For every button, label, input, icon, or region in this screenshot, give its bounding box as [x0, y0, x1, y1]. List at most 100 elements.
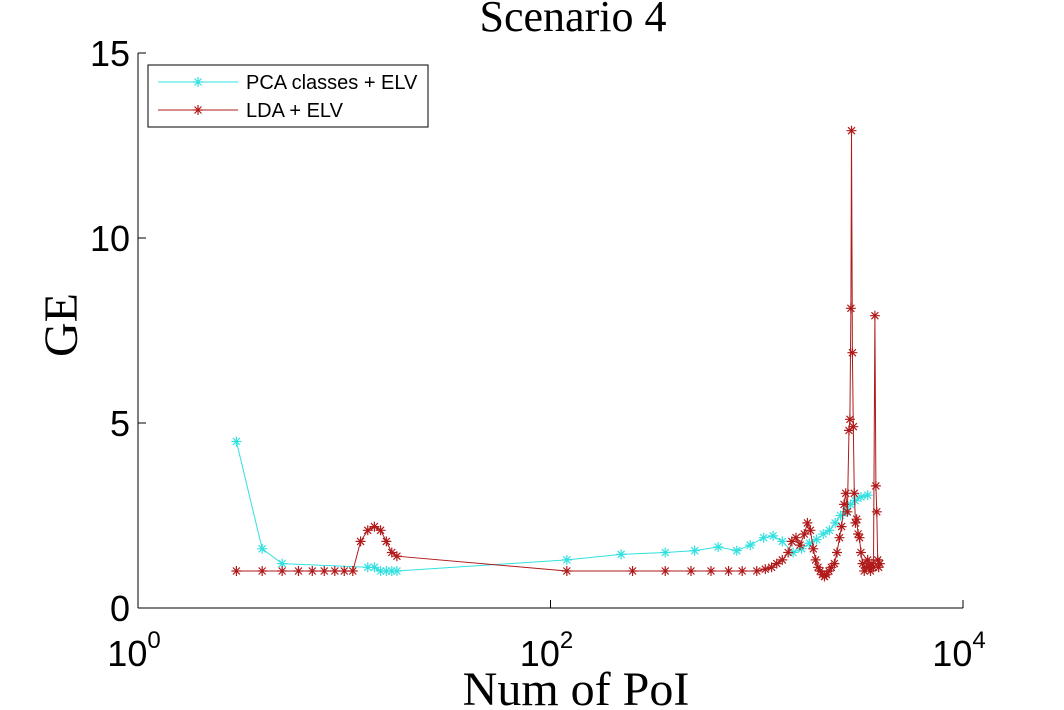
- data-point: [802, 517, 813, 528]
- data-point: [362, 562, 373, 573]
- data-point: [627, 566, 638, 576]
- data-point: [660, 566, 671, 576]
- data-point: [277, 566, 288, 576]
- data-point: [857, 558, 868, 569]
- data-point: [818, 529, 829, 539]
- data-point: [616, 549, 627, 560]
- data-point: [842, 506, 853, 517]
- data-point: [381, 566, 392, 576]
- data-point: [846, 125, 857, 136]
- data-point: [868, 562, 879, 573]
- series-1: [231, 436, 873, 576]
- x-tick-label: 104: [932, 627, 985, 674]
- y-axis-label: GE: [35, 293, 88, 357]
- data-point: [829, 558, 840, 569]
- data-point: [870, 480, 881, 491]
- data-point: [869, 310, 880, 321]
- legend-entry: LDA + ELV: [158, 100, 344, 122]
- data-point: [799, 529, 810, 539]
- data-point: [823, 566, 834, 576]
- legend-label: PCA classes + ELV: [246, 72, 418, 94]
- data-point: [731, 545, 742, 556]
- data-point: [824, 525, 835, 536]
- legend-marker: [193, 105, 203, 115]
- x-tick-label: 100: [107, 627, 160, 674]
- legend: PCA classes + ELV LDA + ELV: [147, 64, 429, 128]
- data-point: [873, 562, 884, 573]
- data-point: [339, 566, 350, 576]
- legend-entry: PCA classes + ELV: [158, 72, 418, 94]
- data-point: [386, 547, 397, 558]
- data-point: [660, 547, 671, 558]
- data-point: [561, 566, 572, 576]
- legend-marker: [193, 77, 203, 87]
- data-point: [811, 534, 822, 545]
- data-point: [862, 490, 873, 501]
- data-point: [760, 564, 771, 575]
- data-point: [805, 525, 816, 536]
- data-point: [689, 545, 700, 556]
- data-point: [848, 421, 859, 432]
- data-point: [794, 540, 805, 551]
- data-point: [745, 540, 756, 551]
- data-point: [381, 536, 392, 547]
- legend-label: LDA + ELV: [246, 100, 344, 122]
- data-point: [855, 547, 866, 558]
- data-point: [808, 543, 819, 554]
- data-point: [391, 551, 402, 562]
- data-point: [293, 566, 304, 576]
- data-point: [840, 488, 851, 499]
- data-point: [843, 425, 854, 436]
- plot-area: 100 102 104 0 5 10 15: [90, 33, 986, 674]
- data-point: [777, 536, 788, 547]
- data-point: [329, 566, 340, 576]
- data-point: [758, 532, 769, 543]
- data-point: [391, 566, 402, 576]
- data-point: [854, 532, 865, 543]
- data-point: [835, 510, 846, 521]
- data-point: [777, 554, 788, 565]
- data-point: [874, 558, 885, 569]
- data-point: [862, 554, 873, 565]
- data-point: [810, 554, 821, 565]
- data-point: [845, 499, 856, 510]
- data-point: [830, 517, 841, 528]
- data-point: [257, 566, 268, 576]
- data-point: [257, 543, 268, 554]
- data-point: [355, 536, 366, 547]
- data-point: [713, 541, 724, 552]
- data-point: [832, 547, 843, 558]
- data-point: [319, 566, 330, 576]
- data-point: [723, 566, 734, 576]
- data-point: [845, 303, 856, 314]
- legend-box: [147, 64, 429, 128]
- data-point: [347, 566, 358, 576]
- data-point: [872, 554, 883, 565]
- data-point: [231, 436, 242, 447]
- data-point: [786, 536, 797, 547]
- data-point: [804, 538, 815, 549]
- data-point: [859, 566, 870, 576]
- chart-title: Scenario 4: [480, 0, 667, 41]
- data-point: [844, 414, 855, 425]
- data-point: [768, 530, 779, 541]
- data-point: [783, 547, 794, 558]
- data-point: [815, 566, 826, 576]
- data-point: [375, 525, 386, 536]
- data-point: [231, 566, 242, 576]
- data-point: [853, 529, 864, 539]
- data-point: [277, 558, 288, 569]
- data-point: [791, 532, 802, 543]
- y-tick-label: 15: [90, 33, 130, 74]
- series-2: [231, 125, 885, 582]
- data-point: [771, 558, 782, 569]
- data-point: [839, 499, 850, 510]
- x-tick-label: 102: [520, 627, 573, 674]
- data-point: [766, 562, 777, 573]
- data-point: [834, 532, 845, 543]
- data-point: [751, 566, 762, 576]
- data-point: [871, 506, 882, 517]
- y-tick-label: 5: [110, 403, 130, 444]
- data-point: [375, 566, 386, 576]
